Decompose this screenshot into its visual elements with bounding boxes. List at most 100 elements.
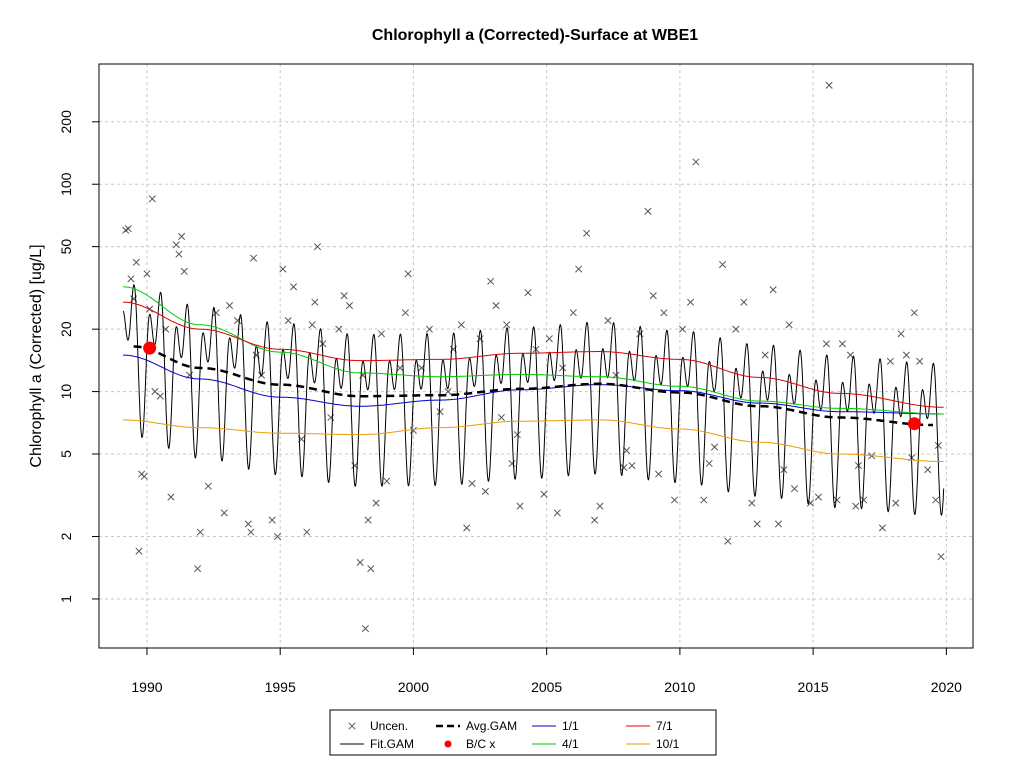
uncensored-point — [814, 493, 823, 501]
uncensored-point — [825, 81, 833, 89]
uncensored-point — [377, 330, 386, 338]
uncensored-point — [623, 446, 631, 455]
uncensored-point — [194, 565, 202, 573]
x-tick-label: 2000 — [398, 679, 429, 695]
axes: 1990 1995 2000 2005 2010 2015 2020 1 2 5 10 20 50 100… — [58, 110, 962, 695]
legend-label: 1/1 — [562, 719, 579, 733]
uncensored-point — [692, 158, 700, 166]
uncensored-point — [178, 232, 186, 240]
uncensored-point — [148, 195, 156, 203]
uncensored-point — [878, 524, 886, 532]
x-tick-label: 2005 — [531, 679, 562, 695]
uncensored-point — [367, 565, 375, 573]
uncensored-point — [335, 325, 343, 333]
uncensored-point — [649, 292, 657, 300]
uncensored-point — [508, 459, 516, 468]
uncensored-point — [175, 250, 183, 258]
uncensored-point — [892, 499, 900, 507]
legend-label: 7/1 — [656, 719, 673, 733]
uncensored-point — [932, 496, 940, 504]
uncensored-point — [852, 502, 860, 510]
uncensored-point — [761, 351, 769, 359]
uncensored-point — [303, 528, 311, 536]
uncensored-point — [340, 292, 348, 300]
uncensored-point — [596, 502, 604, 510]
uncensored-point — [492, 301, 500, 310]
uncensored-point — [425, 325, 433, 333]
uncensored-point — [790, 485, 799, 493]
uncensored-point — [545, 335, 553, 343]
bc-point — [907, 417, 921, 431]
y-tick-label: 50 — [58, 239, 74, 255]
uncensored-point — [401, 309, 409, 317]
uncensored-point — [937, 553, 945, 561]
x-tick-label: 1990 — [131, 679, 162, 695]
legend-marker-bc — [444, 740, 452, 748]
uncensored-point — [524, 289, 532, 297]
uncensored-point — [132, 258, 140, 266]
uncensored-point — [833, 496, 841, 504]
plot-frame — [98, 63, 974, 649]
uncensored-point — [769, 286, 777, 294]
uncensored-point — [705, 459, 713, 468]
uncensored-point — [620, 464, 628, 472]
uncensored-point — [308, 321, 316, 329]
grid-lines — [99, 64, 973, 648]
uncensored-point — [457, 321, 465, 329]
uncensored-point — [140, 472, 148, 480]
fit-gam-line — [122, 284, 945, 516]
uncensored-point — [724, 537, 732, 545]
uncensored-point — [916, 357, 924, 365]
legend-label: Uncen. — [370, 719, 408, 733]
y-tick-label: 100 — [58, 172, 74, 196]
uncensored-point — [860, 496, 868, 504]
x-tick-label: 1995 — [265, 679, 296, 695]
uncensored-point — [468, 480, 476, 488]
uncensored-point — [710, 443, 719, 451]
uncensored-point — [924, 466, 932, 474]
legend-label: Avg.GAM — [466, 719, 517, 733]
uncensored-point — [143, 270, 151, 278]
y-tick-label: 2 — [58, 532, 74, 540]
uncensored-point — [361, 624, 370, 633]
uncensored-point — [553, 509, 561, 517]
uncensored-point — [540, 490, 548, 498]
uncensored-point — [806, 499, 815, 507]
uncensored-point — [644, 207, 652, 215]
uncensored-point — [268, 516, 276, 524]
uncensored-point — [575, 265, 583, 273]
uncensored-point — [345, 301, 354, 310]
uncensored-point — [436, 408, 444, 416]
uncensored-point — [127, 275, 135, 283]
uncensored-point — [700, 496, 708, 504]
uncensored-point — [249, 254, 258, 262]
uncensored-point — [934, 441, 942, 449]
uncensored-point — [279, 265, 287, 273]
x-tick-label: 2015 — [798, 679, 829, 695]
uncensored-point — [732, 325, 740, 333]
uncensored-point — [244, 520, 252, 528]
uncensored-point — [289, 283, 298, 291]
uncensored-point — [604, 317, 612, 325]
uncensored-point — [679, 325, 687, 333]
uncensored-point — [180, 267, 188, 275]
trend-line-7-1 — [122, 301, 944, 408]
uncensored-point — [311, 298, 319, 306]
uncensored-point — [910, 309, 918, 317]
uncensored-point — [284, 317, 292, 325]
uncensored-point — [487, 277, 495, 285]
y-tick-label: 20 — [58, 321, 74, 337]
uncensored-point — [636, 330, 644, 338]
uncensored-point — [151, 388, 159, 396]
legend-label: 4/1 — [562, 737, 579, 751]
x-tick-label: 2010 — [664, 679, 695, 695]
bc-point — [143, 341, 157, 355]
uncensored-point — [156, 392, 164, 400]
uncensored-point — [409, 426, 417, 434]
uncensored-point — [591, 516, 599, 524]
uncensored-point — [481, 487, 489, 495]
uncensored-point — [124, 225, 132, 233]
uncensored-point — [822, 340, 830, 348]
uncensored-point — [671, 496, 679, 504]
uncensored-point — [220, 509, 228, 517]
